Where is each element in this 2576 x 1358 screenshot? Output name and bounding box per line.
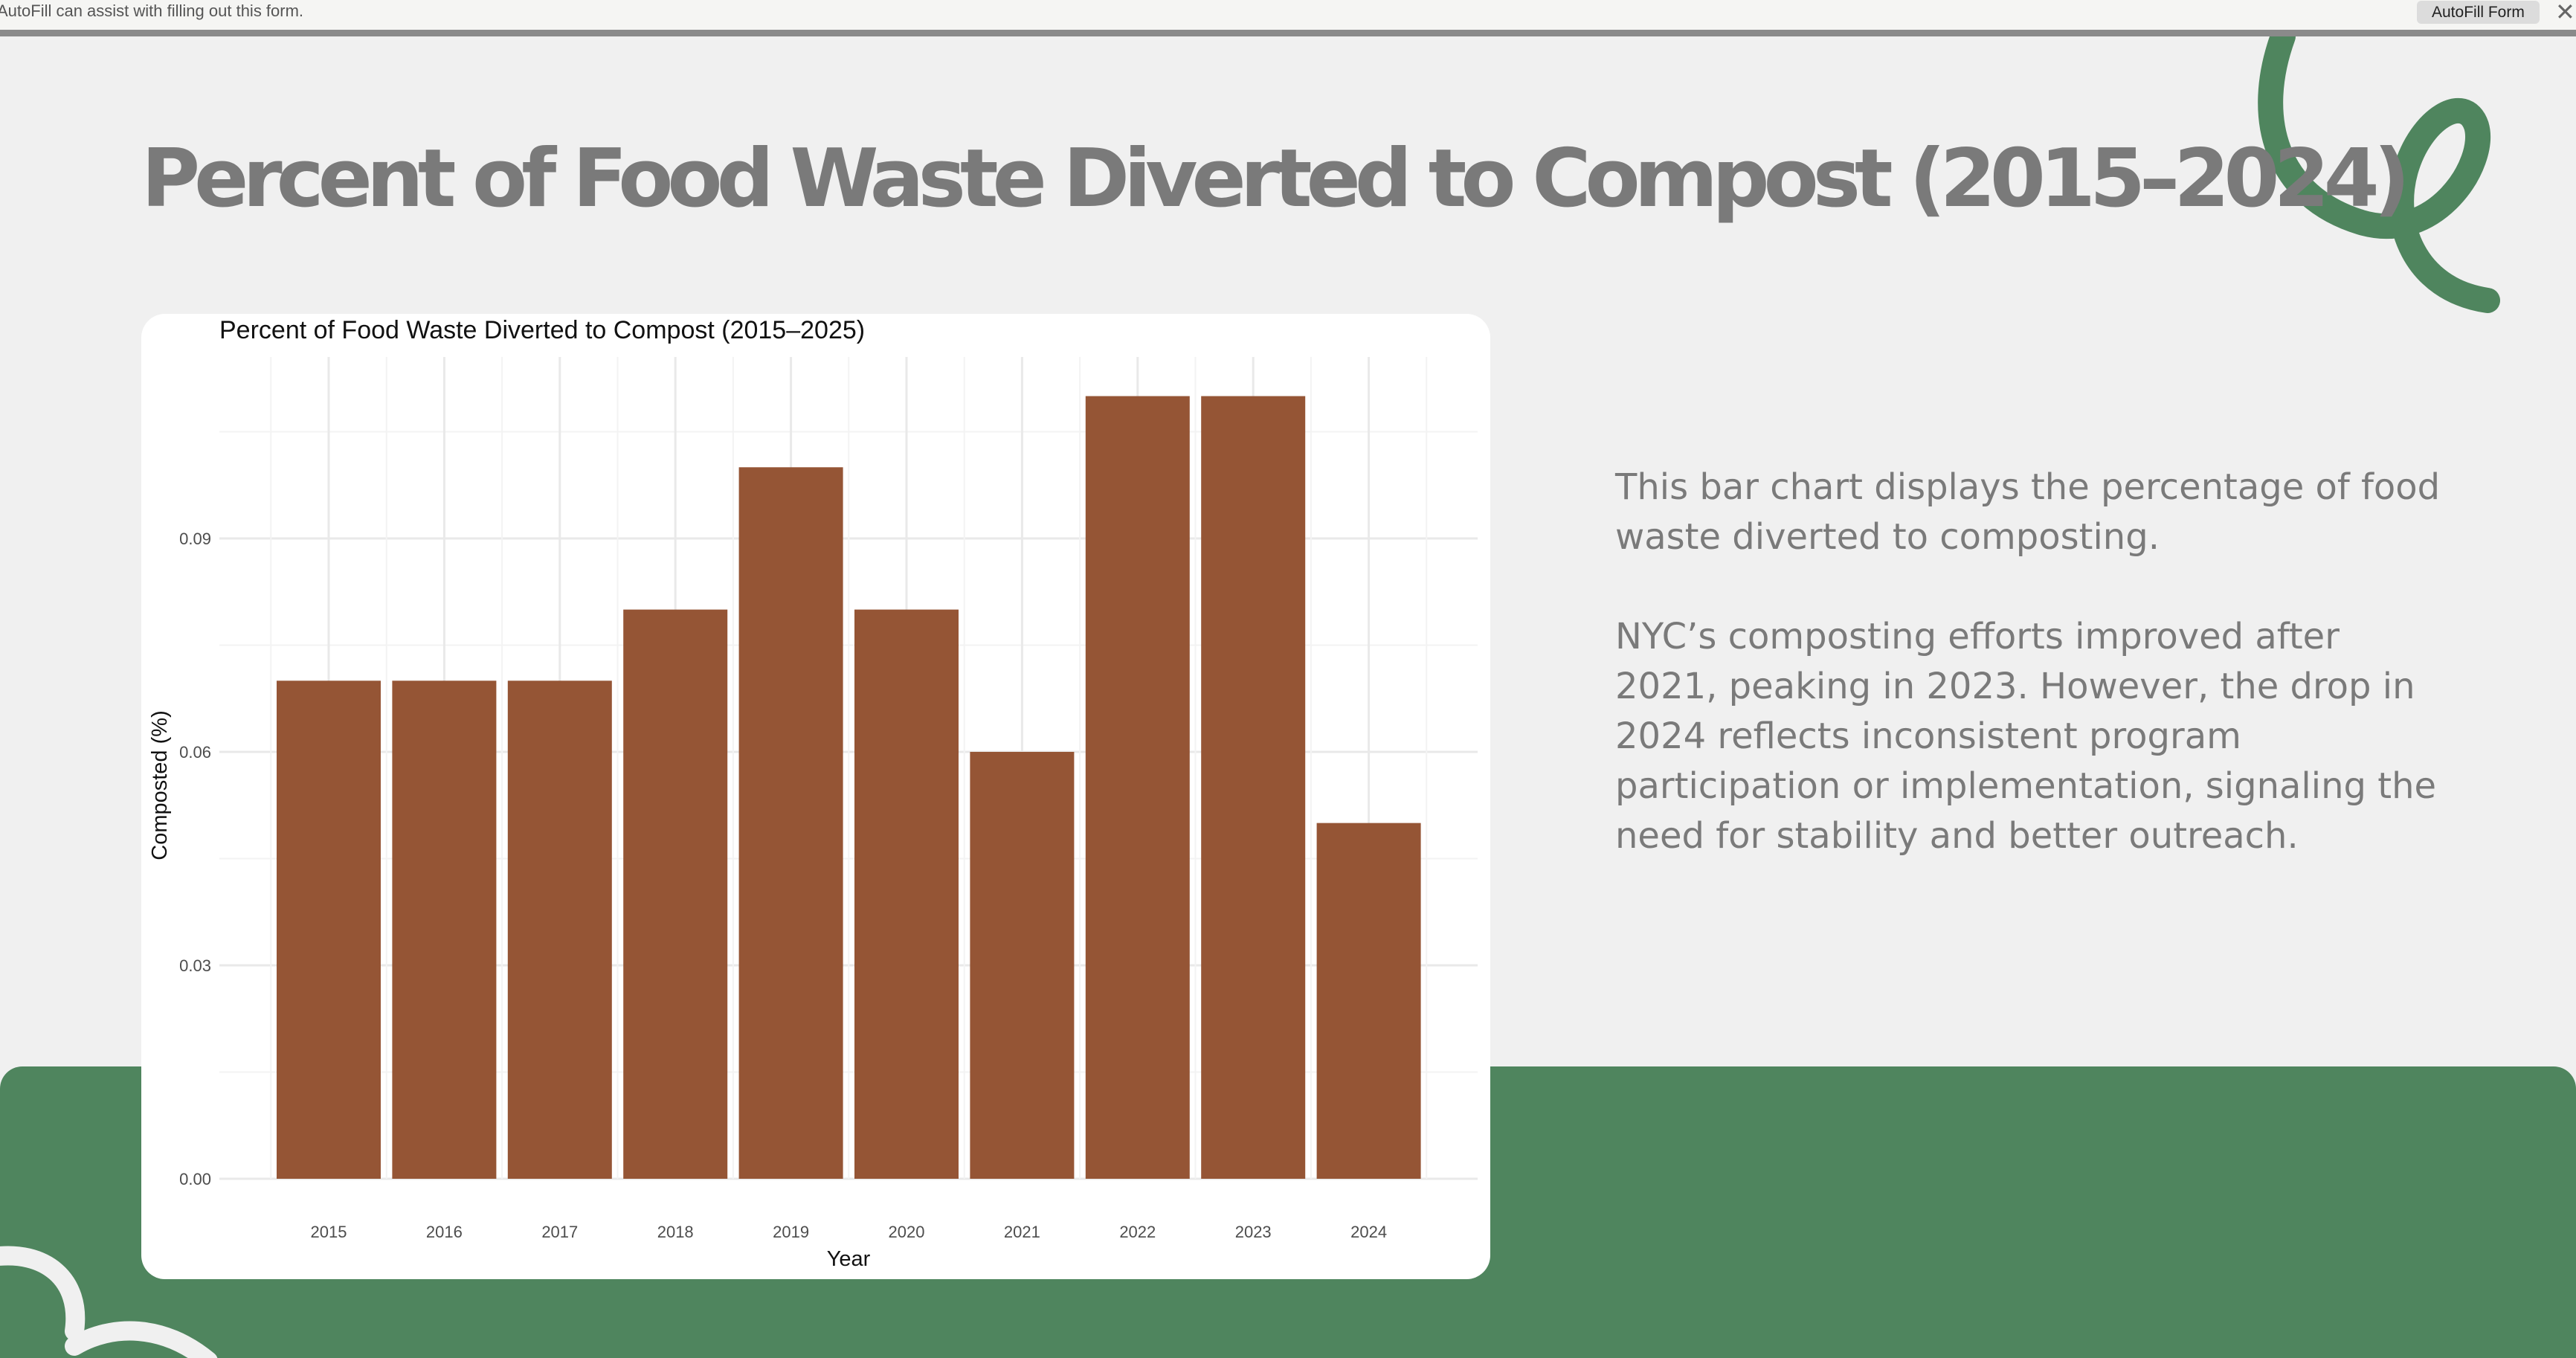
bar-2020 xyxy=(854,609,959,1179)
chart-description: This bar chart displays the percentage o… xyxy=(1615,463,2448,911)
autofill-bar: AutoFill can assist with filling out thi… xyxy=(0,0,2576,36)
bar-2022 xyxy=(1085,396,1190,1179)
y-tick-label: 0.09 xyxy=(179,530,211,548)
x-tick-label: 2023 xyxy=(1235,1223,1272,1241)
loop-decoration-icon xyxy=(0,1246,218,1358)
autofill-message: AutoFill can assist with filling out thi… xyxy=(0,1,304,20)
x-tick-label: 2024 xyxy=(1350,1223,1387,1241)
bar-2017 xyxy=(507,680,612,1179)
x-tick-label: 2020 xyxy=(889,1223,925,1241)
y-axis-label: Composted (%) xyxy=(148,710,172,860)
y-tick-label: 0.00 xyxy=(179,1170,211,1188)
bar-2015 xyxy=(277,680,381,1179)
chart-card: 0.00 0.03 0.06 0.09 2015 2016 2017 2018 2019 2020… xyxy=(141,314,1490,1279)
bar-2016 xyxy=(392,680,497,1179)
bar-2024 xyxy=(1316,823,1421,1179)
description-paragraph-1: This bar chart displays the percentage o… xyxy=(1615,466,2441,558)
bar-2018 xyxy=(623,609,728,1179)
x-tick-label: 2018 xyxy=(657,1223,694,1241)
swirl-decoration-icon xyxy=(2258,36,2500,313)
bar-2023 xyxy=(1201,396,1306,1179)
y-tick-label: 0.06 xyxy=(179,743,211,762)
bar-2019 xyxy=(738,467,843,1179)
x-tick-label: 2019 xyxy=(773,1223,809,1241)
description-paragraph-2: NYC’s composting efforts improved after … xyxy=(1615,616,2437,857)
bar-2021 xyxy=(970,751,1075,1179)
autofill-form-button[interactable]: AutoFill Form xyxy=(2417,1,2540,24)
x-tick-label: 2016 xyxy=(426,1223,463,1241)
x-tick-label: 2017 xyxy=(541,1223,578,1241)
chart-title: Percent of Food Waste Diverted to Compos… xyxy=(219,316,865,344)
x-tick-label: 2022 xyxy=(1119,1223,1156,1241)
x-tick-label: 2015 xyxy=(311,1223,347,1241)
x-tick-label: 2021 xyxy=(1004,1223,1040,1241)
slide-title: Percent of Food Waste Diverted to Compos… xyxy=(141,132,2410,225)
close-icon[interactable]: ✕ xyxy=(2555,0,2575,25)
bar-chart: 0.00 0.03 0.06 0.09 2015 2016 2017 2018 2019 2020… xyxy=(148,316,1478,1271)
y-tick-label: 0.03 xyxy=(179,956,211,975)
x-axis-label: Year xyxy=(827,1247,871,1271)
